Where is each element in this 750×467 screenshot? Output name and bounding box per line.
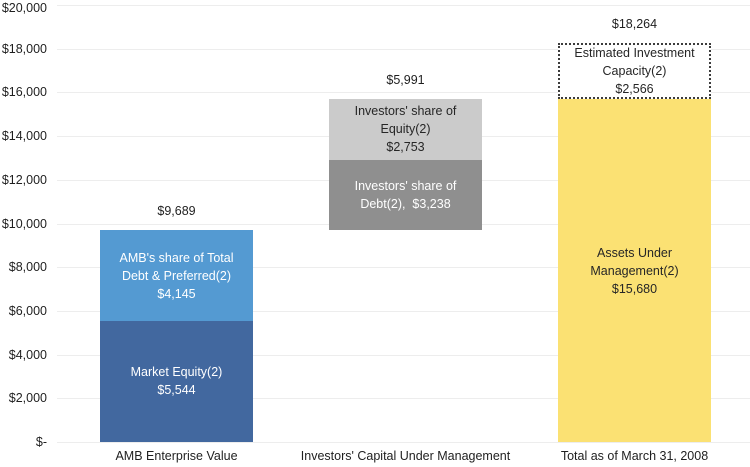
bar-segment-label: Assets Under Management(2) $15,680 — [558, 99, 711, 442]
y-axis-tick-label: $10,000 — [1, 216, 47, 231]
gridline — [57, 267, 750, 269]
gridline — [57, 442, 750, 443]
bar-segment-label: Investors' share of Equity(2) $2,753 — [329, 99, 482, 159]
bar-segment-label-line: Capacity(2) — [602, 64, 667, 79]
bar-segment-label-line: $2,566 — [615, 82, 654, 97]
y-axis-tick-label: $20,000 — [1, 1, 47, 15]
bar-segment-label-line: Assets Under — [596, 245, 673, 260]
bar-segment-label-line: Investors' share of — [354, 178, 457, 193]
bar-segment-label-line: $15,680 — [611, 281, 658, 296]
x-axis-category-label: AMB Enterprise Value — [115, 449, 238, 463]
bar-segment-label-line: Investors' share of — [354, 104, 457, 119]
gridline — [57, 5, 750, 6]
bar-segment-label: AMB's share of Total Debt & Preferred(2) $… — [100, 230, 253, 321]
bar-segment-assets-under-management: Assets Under Management(2) $15,680 — [558, 99, 711, 442]
bar-segment-label-line: $5,544 — [157, 383, 196, 398]
y-axis-tick-label: $- — [35, 435, 47, 449]
y-axis-tick-label: $4,000 — [8, 347, 47, 362]
gridline — [57, 92, 750, 94]
bar-segment-label-line: Equity(2) — [380, 122, 431, 137]
bar-segment-label-line: Market Equity(2) — [130, 365, 223, 380]
y-axis-tick-label: $12,000 — [1, 172, 47, 187]
bar-total-label: $18,264 — [611, 17, 658, 32]
y-axis-tick-label: $8,000 — [8, 260, 47, 275]
bar-segment-label-line: AMB's share of Total — [119, 250, 234, 265]
y-axis-tick-label: $16,000 — [1, 85, 47, 100]
x-axis-category-label: Total as of March 31, 2008 — [560, 449, 709, 463]
y-axis-tick-label: $18,000 — [1, 41, 47, 56]
gridline — [57, 48, 750, 50]
gridline — [57, 354, 750, 356]
y-axis-tick-label: $2,000 — [8, 391, 47, 406]
bar-segment-label-line: Debt & Preferred(2) — [121, 268, 232, 283]
bar-segment-market-equity: Market Equity(2) $5,544 — [100, 320, 253, 442]
bar-segment-label: Market Equity(2) $5,544 — [100, 321, 253, 442]
y-axis-tick-label: $14,000 — [1, 129, 47, 144]
bar-segment-amb-share-total-debt-preferred: AMB's share of Total Debt & Preferred(2) $… — [100, 230, 253, 321]
y-axis-tick-label: $6,000 — [8, 303, 47, 318]
bar-segment-label-line: $4,145 — [157, 286, 196, 301]
gridline — [57, 310, 750, 312]
bar-segment-investors-share-debt: Investors' share of Debt(2), $3,238 — [329, 159, 482, 231]
bar-segment-label-line: Estimated Investment — [574, 46, 695, 61]
bar-segment-label-line: Management(2) — [590, 263, 679, 278]
bar-total-label: $9,689 — [157, 204, 196, 219]
bar-segment-label-line: Debt(2), $3,238 — [360, 196, 451, 211]
bar-segment-label-line: $2,753 — [386, 140, 425, 155]
bar-segment-investors-share-equity: Investors' share of Equity(2) $2,753 — [329, 99, 482, 160]
gridline — [57, 398, 750, 400]
x-axis-category-label: Investors' Capital Under Management — [300, 449, 511, 463]
bar-total-label: $5,991 — [386, 73, 425, 88]
bar-segment-label: Investors' share of Debt(2), $3,238 — [329, 160, 482, 231]
bar-segment-label: Estimated Investment Capacity(2) $2,566 — [560, 45, 709, 97]
bar-segment-estimated-investment-capacity: Estimated Investment Capacity(2) $2,566 — [558, 43, 711, 100]
